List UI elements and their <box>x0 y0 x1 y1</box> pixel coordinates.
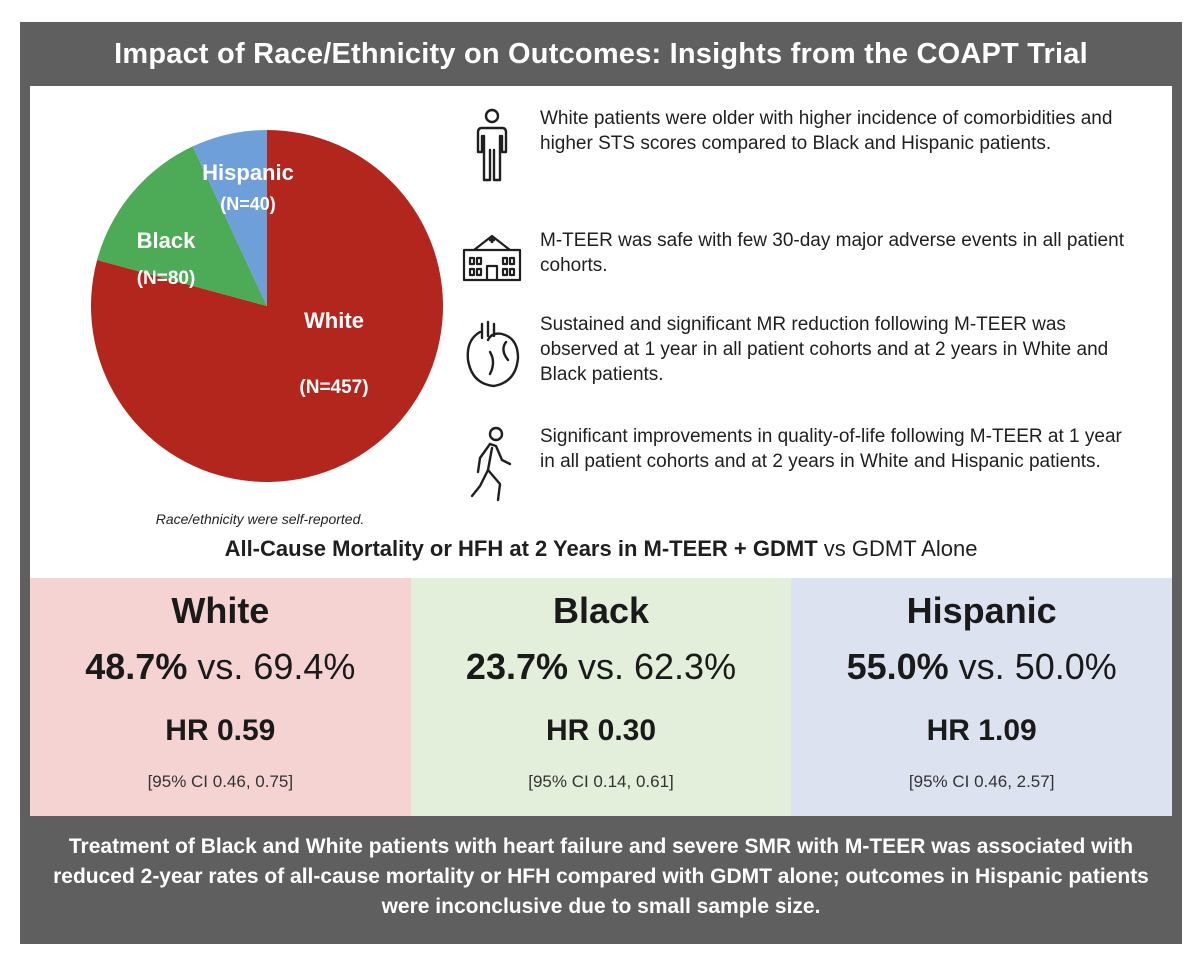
confidence-interval: [95% CI 0.46, 2.57] <box>908 772 1055 791</box>
cohort-results: White 48.7% vs. 69.4% HR 0.59 [95% CI 0.… <box>30 578 1173 816</box>
page-title: Impact of Race/Ethnicity on Outcomes: In… <box>114 38 1088 70</box>
pie-slice-white <box>91 130 443 483</box>
person-icon <box>460 106 524 186</box>
rate-vs: vs. <box>187 646 254 687</box>
rate-gdmt: 62.3% <box>634 646 737 687</box>
infographic-frame: Impact of Race/Ethnicity on Outcomes: In… <box>20 22 1182 944</box>
cohort-rates: 48.7% vs. 69.4% <box>30 646 411 688</box>
pie-label-hispanic: Hispanic <box>202 160 294 185</box>
cohort-name: Black <box>552 590 650 631</box>
cohort-card-white: White 48.7% vs. 69.4% HR 0.59 [95% CI 0.… <box>30 578 411 816</box>
cohort-card-black: Black 23.7% vs. 62.3% HR 0.30 [95% CI 0.… <box>410 578 792 816</box>
rate-gdmt: 69.4% <box>253 646 356 687</box>
heart-icon <box>460 312 524 392</box>
pie-label-white: White <box>304 308 364 333</box>
rate-gdmt: 50.0% <box>1014 646 1117 687</box>
cohort-rates: 23.7% vs. 62.3% <box>411 646 792 688</box>
pie-count-black: (N=80) <box>137 268 196 289</box>
insight-item: M-TEER was safe with few 30-day major ad… <box>460 214 1160 304</box>
walking-person-icon <box>460 424 524 504</box>
cohort-name: White <box>171 590 270 631</box>
insight-text: Sustained and significant MR reduction f… <box>540 314 1109 385</box>
insight-item: Significant improvements in quality-of-l… <box>460 424 1160 514</box>
confidence-interval: [95% CI 0.14, 0.61] <box>528 772 674 791</box>
insight-text: Significant improvements in quality-of-l… <box>540 426 1122 472</box>
outcome-heading-bold: All-Cause Mortality or HFH at 2 Years in… <box>224 536 818 561</box>
cohort-name: Hispanic <box>906 590 1057 631</box>
hazard-ratio: HR 1.09 <box>926 714 1037 747</box>
rate-vs: vs. <box>948 646 1015 687</box>
pie-slice-black <box>97 146 267 306</box>
conclusion-banner: Treatment of Black and White patients wi… <box>53 835 1149 918</box>
insight-item: White patients were older with higher in… <box>460 106 1160 196</box>
rate-mteer: 48.7% <box>85 646 188 687</box>
insight-text: M-TEER was safe with few 30-day major ad… <box>540 230 1124 276</box>
rate-vs: vs. <box>568 646 635 687</box>
rate-mteer: 55.0% <box>846 646 949 687</box>
cohort-rates: 55.0% vs. 50.0% <box>791 646 1172 688</box>
self-reported-note: Race/ethnicity were self-reported. <box>155 511 365 527</box>
content-panel: White (N=457) Black (N=80) Hispanic (N=4… <box>30 86 1173 816</box>
pie-chart-svg: White (N=457) Black (N=80) Hispanic (N=4… <box>91 130 443 483</box>
insight-item: Sustained and significant MR reduction f… <box>460 312 1160 402</box>
rate-mteer: 23.7% <box>465 646 568 687</box>
confidence-interval: [95% CI 0.46, 0.75] <box>147 772 294 791</box>
outcome-heading: All-Cause Mortality or HFH at 2 Years in… <box>30 536 1172 562</box>
pie-count-white: (N=457) <box>299 377 368 398</box>
cohort-card-hispanic: Hispanic 55.0% vs. 50.0% HR 1.09 [95% CI… <box>791 578 1173 816</box>
outcome-heading-rest: vs GDMT Alone <box>817 536 978 561</box>
insight-text: White patients were older with higher in… <box>540 108 1113 154</box>
pie-chart: White (N=457) Black (N=80) Hispanic (N=4… <box>82 116 452 496</box>
hazard-ratio: HR 0.30 <box>545 714 657 747</box>
hazard-ratio: HR 0.59 <box>165 714 276 747</box>
pie-slice-hispanic <box>192 130 267 306</box>
pie-count-hispanic: (N=40) <box>220 194 276 214</box>
hospital-icon <box>460 214 524 294</box>
pie-label-black: Black <box>137 228 196 253</box>
